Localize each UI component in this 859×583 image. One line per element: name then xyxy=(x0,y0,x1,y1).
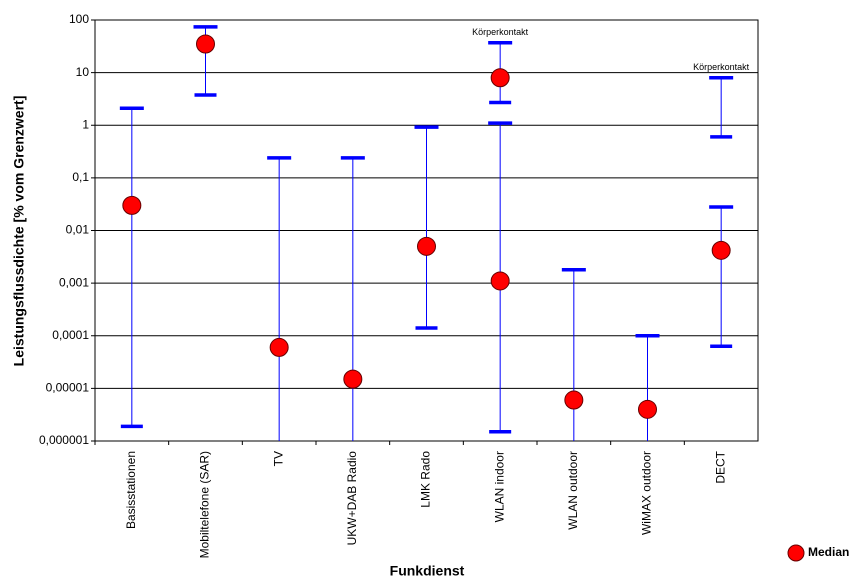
median-marker xyxy=(122,195,142,215)
y-tick-label: 100 xyxy=(69,12,89,26)
median-marker xyxy=(417,236,436,256)
x-tick-label: UKW+DAB Radio xyxy=(345,451,359,546)
legend-label: Median xyxy=(808,545,849,559)
x-tick-label: DECT xyxy=(713,450,727,483)
median-marker xyxy=(490,271,510,291)
annotation: Körperkontakt xyxy=(693,62,750,72)
x-tick-label: WLAN outdoor xyxy=(566,451,580,530)
x-axis-title: Funkdienst xyxy=(390,563,465,579)
y-axis-title: Leistungsflussdichte [% vom Grenzwert] xyxy=(11,96,27,367)
median-marker xyxy=(638,399,657,419)
y-tick-label: 0,01 xyxy=(66,223,90,237)
median-marker xyxy=(269,337,289,357)
y-tick-label: 0,1 xyxy=(72,170,89,184)
x-tick-label: Mobiltelefone (SAR) xyxy=(198,451,212,558)
median-marker xyxy=(490,68,510,88)
y-tick-label: 1 xyxy=(82,117,89,131)
x-tick-label: LMK Rado xyxy=(419,451,433,508)
median-marker xyxy=(711,240,731,260)
y-tick-label: 0,0001 xyxy=(52,328,89,342)
median-marker xyxy=(343,369,363,389)
y-tick-label: 0,00001 xyxy=(46,381,90,395)
annotation: Körperkontakt xyxy=(472,27,529,37)
x-tick-label: Basisstationen xyxy=(124,451,138,529)
y-tick-label: 0,000001 xyxy=(39,433,89,447)
plot-border xyxy=(94,19,759,442)
y-tick-label: 10 xyxy=(76,65,90,79)
y-tick-label: 0,001 xyxy=(59,275,89,289)
x-tick-label: WLAN indoor xyxy=(492,451,506,522)
x-tick-label: TV xyxy=(271,451,285,466)
median-marker xyxy=(564,390,584,410)
x-tick-label: WiMAX outdoor xyxy=(640,451,654,535)
legend-marker xyxy=(787,544,805,562)
median-marker xyxy=(196,34,215,54)
